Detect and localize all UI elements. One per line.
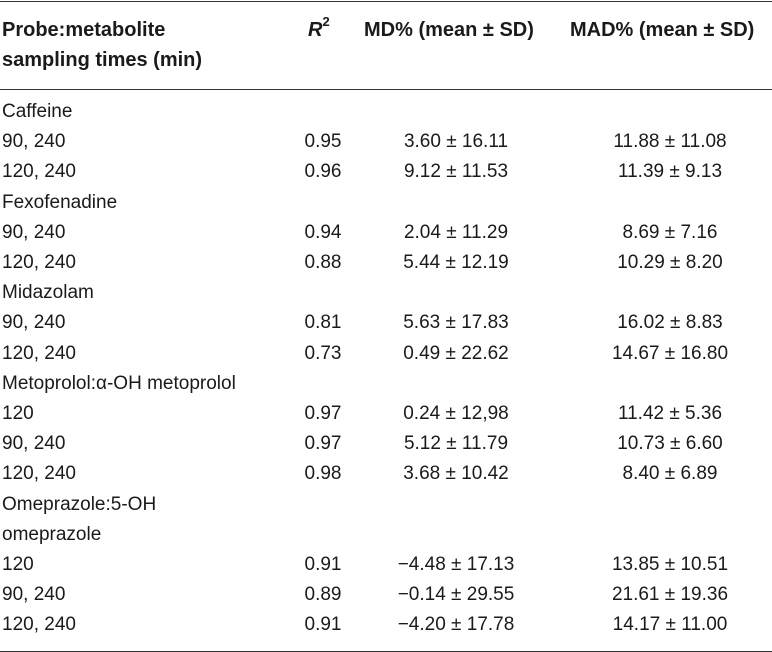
row-label: Metoprolol:α-OH metoprolol [2, 372, 236, 394]
row-label: 90, 240 [2, 221, 66, 243]
row-md: 5.63 ± 17.83 [403, 312, 509, 334]
row-label: 120 [2, 554, 34, 575]
table-row: 120 0.97 0.24 ± 12,98 11.42 ± 5.36 [0, 399, 772, 429]
row-mad: 10.73 ± 6.60 [617, 433, 723, 455]
row-mad: 8.40 ± 6.89 [622, 463, 718, 485]
row-mad: 10.29 ± 8.20 [617, 252, 723, 273]
table-row: Metoprolol:α-OH metoprolol [0, 369, 772, 399]
row-r2: 0.88 [304, 252, 342, 273]
table-row: Midazolam [0, 278, 772, 308]
row-r2: 0.98 [304, 463, 342, 485]
row-md: 3.68 ± 10.42 [403, 463, 509, 485]
row-label: 90, 240 [2, 584, 66, 606]
row-r2: 0.91 [304, 554, 342, 575]
row-label: 120, 240 [2, 463, 76, 485]
row-md: 2.04 ± 11.29 [403, 221, 509, 243]
table-header-rule [0, 89, 772, 90]
row-r2: 0.81 [304, 312, 342, 334]
table-top-rule [0, 1, 772, 2]
row-md: 5.12 ± 11.79 [403, 433, 509, 455]
row-mad: 14.17 ± 11.00 [612, 614, 728, 636]
table-row: 120, 240 0.96 9.12 ± 11.53 11.39 ± 9.13 [0, 157, 772, 187]
header-r2-sup: 2 [322, 14, 330, 30]
table-row: omeprazole [0, 520, 772, 550]
table-row: 90, 240 0.95 3.60 ± 16.11 11.88 ± 11.08 [0, 127, 772, 157]
table-row: 120 0.91 −4.48 ± 17.13 13.85 ± 10.51 [0, 550, 772, 580]
row-r2: 0.97 [304, 433, 342, 455]
row-r2: 0.95 [304, 131, 342, 153]
row-r2: 0.73 [304, 342, 342, 364]
row-mad: 16.02 ± 8.83 [617, 312, 723, 334]
row-label: Omeprazole:5-OH [2, 493, 157, 515]
row-r2: 0.97 [304, 403, 342, 424]
table-row: 120, 240 0.88 5.44 ± 12.19 10.29 ± 8.20 [0, 248, 772, 278]
row-label: Fexofenadine [2, 191, 118, 213]
row-mad: 21.61 ± 19.36 [611, 584, 729, 606]
row-md: 0.49 ± 22.62 [403, 342, 509, 364]
row-label: 120, 240 [2, 252, 76, 273]
row-label: omeprazole [2, 523, 102, 545]
table-row: 90, 240 0.81 5.63 ± 17.83 16.02 ± 8.83 [0, 308, 772, 338]
row-r2: 0.91 [304, 614, 342, 636]
table-row: 90, 240 0.97 5.12 ± 11.79 10.73 ± 6.60 [0, 429, 772, 459]
table-row: 120, 240 0.91 −4.20 ± 17.78 14.17 ± 11.00 [0, 610, 772, 640]
row-label: 90, 240 [2, 312, 66, 334]
row-label: Caffeine [2, 101, 73, 122]
row-mad: 11.88 ± 11.08 [613, 131, 727, 153]
row-mad: 8.69 ± 7.16 [622, 221, 718, 243]
header-probe-line2: sampling times (min) [2, 49, 203, 71]
row-r2: 0.89 [304, 584, 342, 606]
row-r2: 0.96 [304, 161, 342, 183]
row-label: 120, 240 [2, 161, 76, 183]
row-md: 9.12 ± 11.53 [403, 161, 509, 183]
row-md: 3.60 ± 16.11 [403, 131, 509, 153]
row-label: 120, 240 [2, 342, 76, 364]
row-mad: 13.85 ± 10.51 [611, 554, 729, 575]
row-mad: 14.67 ± 16.80 [611, 342, 729, 364]
header-r-squared: R2 [308, 15, 330, 45]
row-label: 90, 240 [2, 131, 66, 153]
row-md: 0.24 ± 12,98 [403, 403, 509, 424]
table-row: 120, 240 0.73 0.49 ± 22.62 14.67 ± 16.80 [0, 339, 772, 369]
row-r2: 0.94 [304, 221, 342, 243]
row-md: 5.44 ± 12.19 [403, 252, 509, 273]
row-md: −4.20 ± 17.78 [397, 614, 515, 636]
header-r2-base: R [308, 19, 323, 41]
header-md: MD% (mean ± SD) [364, 19, 534, 41]
row-label: 90, 240 [2, 433, 66, 455]
row-label: 120 [2, 403, 34, 424]
row-mad: 11.39 ± 9.13 [617, 161, 723, 183]
row-md: −4.48 ± 17.13 [397, 554, 515, 575]
row-mad: 11.42 ± 5.36 [617, 403, 723, 424]
table-row: 90, 240 0.89 −0.14 ± 29.55 21.61 ± 19.36 [0, 580, 772, 610]
header-mad: MAD% (mean ± SD) [570, 19, 755, 41]
table-row: Omeprazole:5-OH [0, 490, 772, 520]
row-md: −0.14 ± 29.55 [397, 584, 515, 606]
table-row: Fexofenadine [0, 188, 772, 218]
table-row: 120, 240 0.98 3.68 ± 10.42 8.40 ± 6.89 [0, 459, 772, 489]
row-label: 120, 240 [2, 614, 76, 636]
table-row: 90, 240 0.94 2.04 ± 11.29 8.69 ± 7.16 [0, 218, 772, 248]
header-probe-line1: Probe:metabolite [2, 19, 166, 41]
row-label: Midazolam [2, 282, 94, 304]
table-row: Caffeine [0, 97, 772, 127]
